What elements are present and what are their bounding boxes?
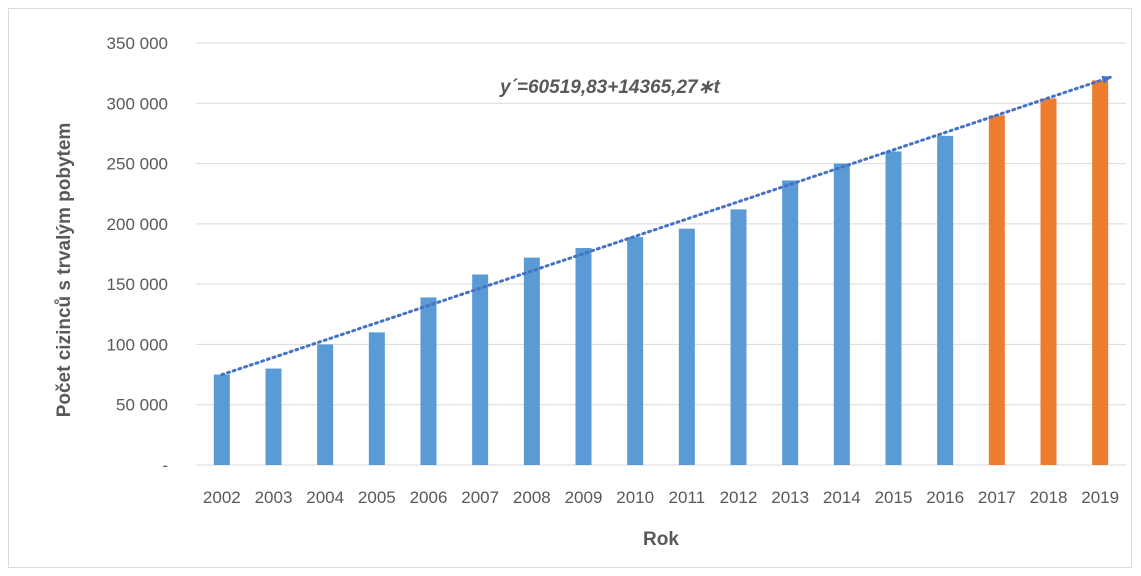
x-axis-ticks: 2002 2003 2004 2005 2006 2007 2008 2009 2010 2011… (203, 488, 1119, 507)
bar-2009 (575, 247, 592, 465)
bar-2002 (213, 374, 230, 465)
x-tick-label: 2008 (513, 488, 551, 507)
x-tick-label: 2016 (926, 488, 964, 507)
y-tick-label: 300 000 (107, 94, 168, 113)
y-tick-label: 200 000 (107, 215, 168, 234)
x-tick-label: 2011 (669, 488, 706, 507)
x-tick-label: 2003 (255, 488, 293, 507)
y-tick-label: 150 000 (107, 275, 168, 294)
x-axis-title: Rok (643, 529, 679, 550)
gridlines (196, 42, 1126, 466)
bar-2016 (937, 135, 954, 465)
bar-2017 (988, 115, 1005, 465)
x-tick-label: 2015 (875, 488, 913, 507)
x-tick-label: 2018 (1030, 488, 1068, 507)
bar-2014 (833, 163, 850, 466)
bar-2003 (265, 368, 282, 465)
x-tick-label: 2010 (616, 488, 654, 507)
bar-2005 (368, 332, 385, 465)
y-axis-title: Počet cizinců s trvalým pobytem (54, 123, 75, 418)
y-tick-label: - (162, 456, 168, 475)
y-tick-label: 100 000 (107, 335, 168, 354)
bar-2006 (420, 297, 437, 465)
x-tick-label: 2002 (203, 488, 241, 507)
y-tick-label: 350 000 (107, 34, 168, 53)
bar-2004 (317, 344, 334, 465)
x-tick-label: 2006 (410, 488, 448, 507)
bars (213, 80, 1109, 466)
x-tick-label: 2009 (565, 488, 603, 507)
x-tick-label: 2014 (823, 488, 861, 507)
x-tick-label: 2012 (720, 488, 758, 507)
y-tick-label: 250 000 (107, 155, 168, 174)
bar-2011 (678, 228, 695, 465)
bar-2013 (782, 180, 799, 466)
trendline (220, 75, 1113, 377)
bar-2007 (472, 274, 489, 465)
x-tick-label: 2004 (306, 488, 344, 507)
x-tick-label: 2007 (461, 488, 499, 507)
bar-2019 (1092, 80, 1109, 466)
trendline-equation: y´=60519,83+14365,27∗t (499, 77, 720, 98)
x-tick-label: 2005 (358, 488, 396, 507)
bar-2008 (523, 257, 540, 465)
x-tick-label: 2017 (978, 488, 1016, 507)
bar-2018 (1040, 98, 1057, 465)
bar-2010 (627, 237, 644, 465)
y-tick-label: 50 000 (116, 396, 168, 415)
x-tick-label: 2013 (771, 488, 809, 507)
trendline-arrow (220, 75, 1113, 377)
bar-2012 (730, 209, 747, 465)
y-axis-ticks: - 50 000 100 000 150 000 200 000 250 000 300 0… (107, 34, 168, 475)
x-tick-label: 2019 (1081, 488, 1119, 507)
bar-2015 (885, 151, 902, 465)
